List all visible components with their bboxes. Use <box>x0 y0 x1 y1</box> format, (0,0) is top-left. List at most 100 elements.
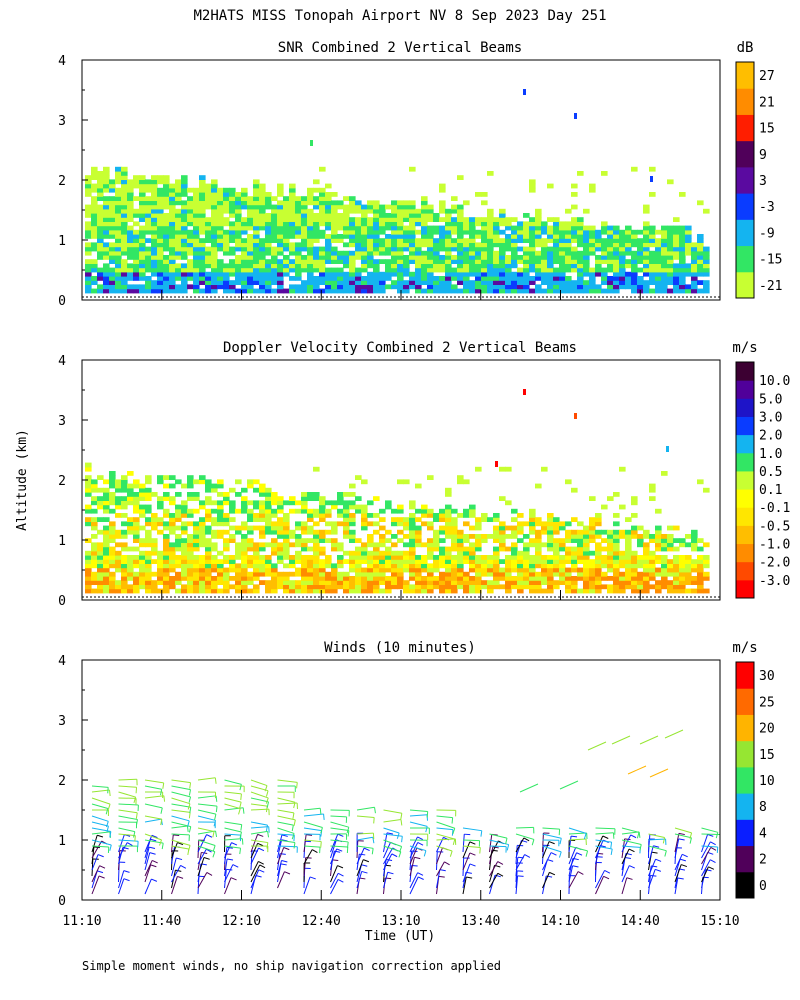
heatmap-cell <box>373 234 380 239</box>
heatmap-cell <box>181 255 188 260</box>
wind-barb-feather <box>97 834 104 838</box>
heatmap-cell <box>553 571 560 577</box>
heatmap-cell <box>679 576 686 581</box>
heatmap-cell <box>217 529 224 535</box>
heatmap-cell <box>595 563 602 569</box>
heatmap-cell <box>367 217 374 222</box>
heatmap-cell <box>325 280 332 285</box>
wind-barb <box>250 791 269 799</box>
heatmap-cell <box>211 487 218 493</box>
heatmap-cell <box>541 466 548 472</box>
heatmap-cell <box>523 559 530 564</box>
heatmap-cell <box>241 546 248 552</box>
heatmap-cell <box>265 204 272 210</box>
heatmap-cell <box>349 196 356 201</box>
heatmap-cell <box>133 276 140 281</box>
heatmap-cell <box>259 492 266 497</box>
heatmap-cell <box>427 271 434 277</box>
heatmap-cell <box>199 555 206 560</box>
heatmap-cell <box>277 217 284 222</box>
heatmap-cell <box>229 563 236 569</box>
heatmap-cell <box>199 563 206 569</box>
heatmap-cell <box>181 571 188 577</box>
heatmap-cell <box>313 588 320 594</box>
heatmap-cell <box>613 234 620 239</box>
heatmap-cell <box>475 538 482 543</box>
heatmap-cell <box>409 538 416 543</box>
heatmap-cell <box>439 571 446 577</box>
heatmap-cell <box>145 555 152 560</box>
wind-barb <box>330 833 339 853</box>
heatmap-cell <box>223 200 230 206</box>
heatmap-cell <box>583 267 590 273</box>
colorbar-label: 30 <box>759 669 775 684</box>
heatmap-cell <box>235 563 242 569</box>
heatmap-cell <box>103 559 110 564</box>
heatmap-cell <box>223 187 230 193</box>
heatmap-cell <box>535 259 542 264</box>
heatmap-cell <box>385 234 392 239</box>
heatmap-cell <box>187 555 194 560</box>
wind-barb-feather <box>678 832 685 836</box>
heatmap-cell <box>103 288 110 294</box>
heatmap-cell <box>493 576 500 581</box>
heatmap-cell <box>631 267 638 273</box>
wind-barb-feather <box>524 854 531 858</box>
heatmap-cell <box>367 280 374 285</box>
heatmap-cell <box>463 271 470 277</box>
heatmap-cell <box>163 483 170 489</box>
heatmap-cell <box>511 280 518 285</box>
heatmap-cell <box>679 192 686 197</box>
heatmap-cell <box>481 250 488 256</box>
heatmap-cell <box>223 263 230 269</box>
heatmap-cell <box>223 238 230 243</box>
wind-barb <box>303 807 321 811</box>
heatmap-cell <box>451 559 458 564</box>
heatmap-cell <box>505 276 512 281</box>
heatmap-cell <box>391 200 398 206</box>
heatmap-cell <box>85 276 92 281</box>
heatmap-cell <box>541 288 548 294</box>
heatmap-cell <box>571 580 578 585</box>
heatmap-cell <box>115 234 122 239</box>
wind-barb <box>621 834 632 853</box>
heatmap-cell <box>583 229 590 235</box>
heatmap-cell <box>85 221 92 227</box>
heatmap-cell <box>217 225 224 231</box>
heatmap-cell <box>595 546 602 552</box>
heatmap-cell <box>295 559 302 564</box>
heatmap-cell <box>229 280 236 285</box>
heatmap-cell <box>559 259 566 264</box>
wind-barb <box>568 838 587 841</box>
wind-barb-feather <box>400 813 403 820</box>
wind-barb-feather <box>639 844 642 851</box>
heatmap-cell <box>481 242 488 248</box>
heatmap-cell <box>409 517 416 522</box>
heatmap-cell <box>523 542 530 548</box>
wind-barb-feather <box>417 842 424 846</box>
heatmap-cell <box>121 242 128 248</box>
heatmap-cell <box>685 284 692 290</box>
heatmap-cell <box>487 284 494 290</box>
heatmap-cell <box>607 534 614 539</box>
heatmap-cell <box>163 550 170 556</box>
heatmap-cell <box>313 584 320 590</box>
heatmap-cell <box>457 559 464 564</box>
heatmap-cell <box>301 584 308 590</box>
heatmap-cell <box>475 280 482 285</box>
heatmap-cell <box>559 546 566 552</box>
heatmap-cell <box>577 255 584 260</box>
heatmap-cell <box>169 196 176 201</box>
colorbar-swatch <box>736 380 754 399</box>
heatmap-cell <box>121 217 128 222</box>
heatmap-cell <box>235 267 242 273</box>
heatmap-cell <box>529 225 536 231</box>
heatmap-cell <box>505 242 512 248</box>
heatmap-cell <box>469 271 476 277</box>
wind-barb-feather <box>337 872 344 877</box>
heatmap-cell <box>643 250 650 256</box>
heatmap-cell <box>319 255 326 260</box>
heatmap-cell <box>121 259 128 264</box>
heatmap-cell <box>211 500 218 506</box>
heatmap-cell <box>139 179 146 185</box>
